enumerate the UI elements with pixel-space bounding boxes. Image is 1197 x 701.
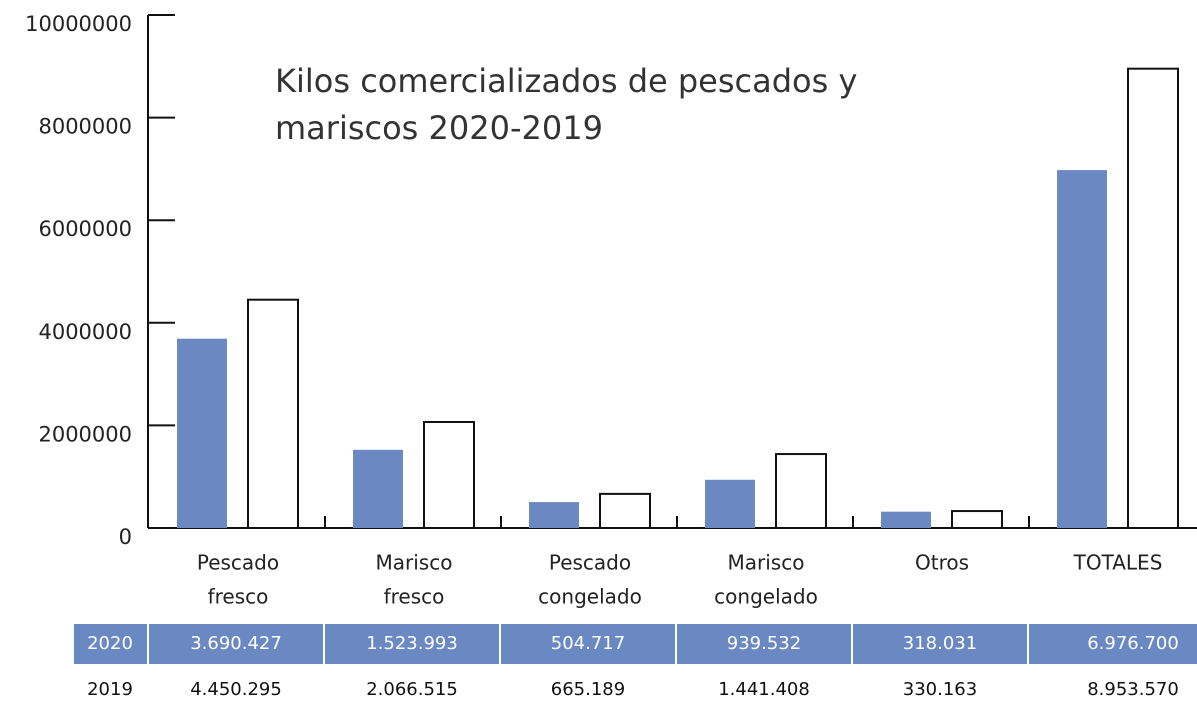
table-value: 3.690.427 xyxy=(190,633,282,654)
x-tick-label: Pescado xyxy=(549,551,631,575)
table-value: 2.066.515 xyxy=(366,679,458,700)
y-tick-label: 10000000 xyxy=(25,12,132,36)
x-tick-label: Marisco xyxy=(728,551,805,575)
bar xyxy=(1127,67,1179,530)
bar xyxy=(529,502,579,528)
table-value: 318.031 xyxy=(903,633,977,654)
x-tick-label: congelado xyxy=(538,585,642,609)
bar xyxy=(951,510,1003,530)
bar xyxy=(423,420,475,530)
bar xyxy=(177,338,227,528)
table-value: 1.523.993 xyxy=(366,633,458,654)
chart-title: mariscos 2020-2019 xyxy=(275,109,603,147)
table-value: 4.450.295 xyxy=(190,679,282,700)
y-tick-label: 2000000 xyxy=(38,422,132,446)
x-tick-label: fresco xyxy=(208,585,269,609)
table-value: 665.189 xyxy=(551,679,625,700)
x-tick-label: fresco xyxy=(384,585,445,609)
table-row-label: 2020 xyxy=(87,633,133,654)
x-tick-label: Otros xyxy=(915,551,969,575)
table-value: 6.976.700 xyxy=(1087,633,1179,654)
x-tick-label: congelado xyxy=(714,585,818,609)
y-tick-label: 0 xyxy=(119,525,132,549)
y-tick-label: 8000000 xyxy=(38,115,132,139)
bar xyxy=(353,449,403,528)
x-tick-label: Pescado xyxy=(197,551,279,575)
bar xyxy=(775,453,827,529)
bar xyxy=(705,479,755,528)
y-tick-label: 4000000 xyxy=(38,320,132,344)
x-tick-label: Marisco xyxy=(376,551,453,575)
table-row-label: 2019 xyxy=(87,679,133,700)
table-value: 939.532 xyxy=(727,633,801,654)
table-value: 8.953.570 xyxy=(1087,679,1179,700)
bar xyxy=(1057,170,1107,529)
table-value: 1.441.408 xyxy=(718,679,810,700)
bar xyxy=(881,511,931,528)
x-tick-label: TOTALES xyxy=(1073,551,1163,575)
table-value: 504.717 xyxy=(551,633,625,654)
bar xyxy=(247,298,299,529)
chart-title: Kilos comercializados de pescados y xyxy=(275,62,857,100)
bar xyxy=(599,492,651,529)
table-value: 330.163 xyxy=(903,679,977,700)
table-band xyxy=(74,624,1197,664)
y-tick-label: 6000000 xyxy=(38,217,132,241)
